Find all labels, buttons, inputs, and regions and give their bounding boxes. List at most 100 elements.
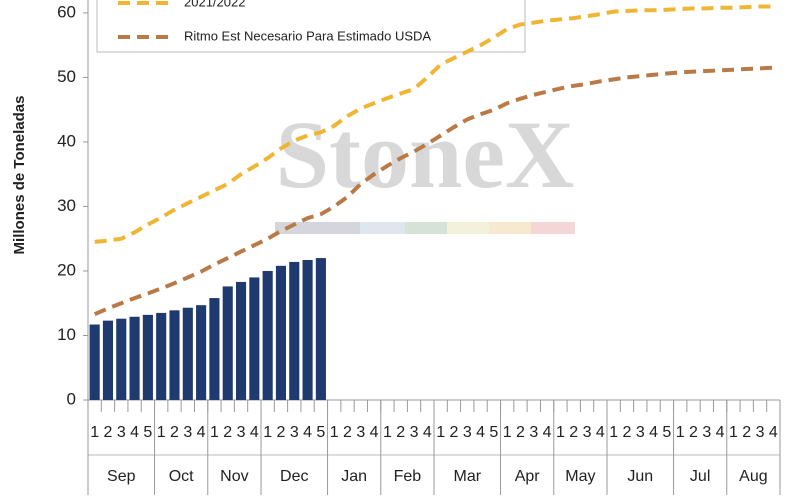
x-tick-label: 1 (157, 424, 166, 441)
bar (102, 320, 114, 400)
x-tick-label: 2 (742, 424, 751, 441)
month-label: Feb (394, 468, 422, 485)
x-tick-label: 1 (383, 424, 392, 441)
x-tick-label: 3 (356, 424, 365, 441)
x-tick-label: 2 (689, 424, 698, 441)
x-tick-label: 4 (423, 424, 432, 441)
x-tick-label: 3 (583, 424, 592, 441)
month-label: Jan (341, 468, 367, 485)
bar (209, 298, 220, 400)
x-tick-label: 1 (330, 424, 339, 441)
x-tick-label: 5 (489, 424, 498, 441)
bar (275, 265, 287, 400)
watermark-strip (275, 222, 575, 234)
y-tick-label: 20 (57, 260, 76, 279)
x-tick-label: 4 (197, 424, 206, 441)
bar (142, 314, 153, 400)
x-tick-label: 5 (662, 424, 671, 441)
bar (196, 305, 207, 400)
legend-label: 2021/2022 (184, 0, 245, 9)
x-tick-label: 4 (476, 424, 485, 441)
x-tick-label: 3 (756, 424, 765, 441)
x-tick-label: 1 (210, 424, 219, 441)
bar (182, 307, 193, 400)
x-tick-label: 1 (556, 424, 565, 441)
x-tick-label: 3 (702, 424, 711, 441)
x-tick-label: 4 (250, 424, 259, 441)
x-tick-label: 3 (636, 424, 645, 441)
bar (129, 316, 140, 400)
line-series (94, 4, 774, 244)
bar (262, 270, 273, 400)
x-tick-label: 3 (183, 424, 192, 441)
x-tick-label: 4 (716, 424, 725, 441)
x-tick-label: 1 (263, 424, 272, 441)
month-label: May (565, 468, 595, 485)
line-series (93, 65, 774, 317)
x-tick-label: 2 (569, 424, 578, 441)
x-tick-label: 2 (223, 424, 232, 441)
x-tick-label: 4 (649, 424, 658, 441)
x-tick-label: 2 (450, 424, 459, 441)
bar (315, 258, 326, 400)
bar (116, 318, 127, 400)
bar (156, 312, 167, 400)
x-tick-label: 1 (503, 424, 512, 441)
x-tick-label: 1 (436, 424, 445, 441)
x-tick-label: 5 (143, 424, 152, 441)
legend-label: Ritmo Est Necesario Para Estimado USDA (184, 28, 431, 43)
bar (289, 261, 300, 400)
month-label: Mar (453, 468, 481, 485)
month-label: Sep (107, 468, 136, 485)
y-tick-label: 60 (57, 2, 76, 21)
x-tick-label: 3 (290, 424, 299, 441)
month-label: Oct (169, 468, 194, 485)
month-label: Aug (739, 468, 767, 485)
x-tick-label: 4 (130, 424, 139, 441)
y-tick-label: 10 (57, 325, 76, 344)
x-tick-label: 5 (316, 424, 325, 441)
month-label: Apr (515, 468, 541, 485)
month-label: Nov (220, 468, 248, 485)
y-axis-title: Millones de Toneladas (11, 96, 28, 255)
y-tick-label: 0 (67, 389, 76, 408)
x-tick-label: 3 (410, 424, 419, 441)
x-tick-label: 1 (609, 424, 618, 441)
x-tick-label: 2 (277, 424, 286, 441)
x-tick-label: 2 (343, 424, 352, 441)
x-tick-label: 3 (463, 424, 472, 441)
x-tick-label: 1 (676, 424, 685, 441)
bar (169, 310, 180, 400)
bar (222, 286, 233, 400)
x-tick-label: 4 (543, 424, 552, 441)
x-tick-label: 2 (623, 424, 632, 441)
x-tick-label: 2 (104, 424, 113, 441)
x-tick-label: 1 (90, 424, 99, 441)
x-tick-label: 3 (237, 424, 246, 441)
x-tick-label: 3 (529, 424, 538, 441)
bar (235, 281, 247, 400)
x-tick-label: 4 (769, 424, 778, 441)
bar (249, 277, 260, 400)
y-tick-label: 30 (57, 196, 76, 215)
x-tick-label: 2 (396, 424, 405, 441)
month-label: Jul (690, 468, 710, 485)
x-tick-label: 4 (303, 424, 312, 441)
x-tick-label: 3 (117, 424, 126, 441)
legend-box (96, 0, 526, 53)
y-tick-label: 50 (57, 67, 76, 86)
x-tick-label: 4 (596, 424, 605, 441)
bar (89, 324, 100, 400)
x-tick-label: 1 (729, 424, 738, 441)
bar (302, 260, 313, 400)
x-tick-label: 2 (516, 424, 525, 441)
month-label: Jun (627, 468, 653, 485)
x-tick-label: 4 (370, 424, 379, 441)
y-tick-label: 40 (57, 131, 76, 150)
month-label: Dec (280, 468, 308, 485)
x-tick-label: 2 (170, 424, 179, 441)
watermark: StoneX (276, 101, 575, 208)
